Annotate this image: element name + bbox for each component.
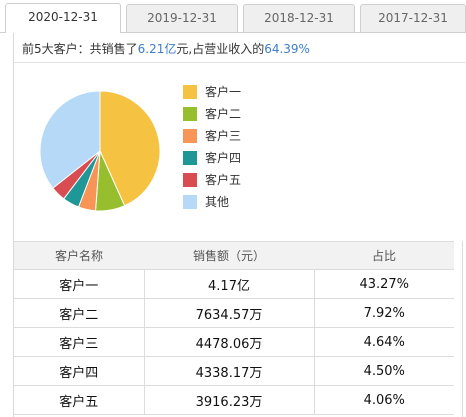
cell-share: 4.64% [314, 327, 454, 357]
cell-customer-name: 客户五 [14, 385, 145, 415]
table-header-row: 客户名称 销售额（元） 占比 [14, 241, 454, 270]
summary-text: 前5大客户：共销售了6.21亿元,占营业收入的64.39% [22, 40, 310, 57]
tab-divider [0, 32, 466, 33]
legend-swatch [183, 85, 197, 99]
table-row: 客户三 4478.06万 4.64% [14, 327, 454, 357]
customer-pie-chart [39, 90, 161, 212]
legend-label: 客户一 [205, 85, 242, 99]
customer-panel: 前5大客户：共销售了6.21亿元,占营业收入的64.39% 客户一 客户二 客户三客… [13, 33, 466, 417]
legend-swatch [183, 151, 197, 165]
cell-customer-name: 客户四 [14, 356, 145, 386]
cell-customer-name: 客户三 [14, 327, 145, 357]
table-right-border [462, 241, 463, 417]
cell-share: 4.50% [314, 356, 454, 386]
summary-divider [14, 62, 466, 63]
legend-label: 其他 [205, 195, 230, 209]
legend-swatch [183, 107, 197, 121]
tab-2020-12-31[interactable]: 2020-12-31 [5, 3, 121, 33]
tab-2019-12-31[interactable]: 2019-12-31 [126, 4, 238, 32]
table-row: 客户四 4338.17万 4.50% [14, 356, 454, 386]
customer-table: 客户名称 销售额（元） 占比 客户一 4.17亿 43.27% 客户二 7634… [14, 241, 454, 415]
cell-sales: 7634.57万 [144, 298, 315, 328]
table-row: 客户一 4.17亿 43.27% [14, 269, 454, 299]
table-row: 客户二 7634.57万 7.92% [14, 298, 454, 328]
legend-swatch [183, 173, 197, 187]
header-customer-name: 客户名称 [14, 241, 144, 270]
header-share: 占比 [314, 241, 454, 270]
tab-2017-12-31[interactable]: 2017-12-31 [360, 4, 466, 32]
summary-middle: 元,占营业收入的 [176, 42, 265, 56]
summary-prefix: 前5大客户：共销售了 [22, 42, 138, 56]
legend-swatch [183, 129, 197, 143]
cell-sales: 4.17亿 [144, 269, 315, 299]
legend-label: 客户五 [205, 173, 242, 187]
cell-sales: 4338.17万 [144, 356, 315, 386]
cell-sales: 4478.06万 [144, 327, 315, 357]
cell-customer-name: 客户二 [14, 298, 145, 328]
legend-swatch [183, 195, 197, 209]
cell-share: 4.06% [314, 385, 454, 415]
pie-slice-1[interactable] [99, 90, 161, 207]
legend-label: 客户三 [205, 129, 242, 143]
cell-sales: 3916.23万 [144, 385, 315, 415]
pie-slice-6[interactable] [39, 90, 101, 189]
summary-amount: 6.21亿 [137, 42, 177, 56]
legend-label: 客户二 [205, 107, 242, 121]
cell-share: 43.27% [314, 269, 454, 299]
table-row: 客户五 3916.23万 4.06% [14, 385, 454, 415]
tab-2018-12-31[interactable]: 2018-12-31 [243, 4, 355, 32]
header-sales: 销售额（元） [144, 241, 314, 270]
cell-share: 7.92% [314, 298, 454, 328]
period-tabs: 2020-12-31 2019-12-31 2018-12-31 2017-12… [0, 0, 466, 33]
legend-label: 客户四 [205, 151, 242, 165]
summary-ratio: 64.39% [264, 42, 310, 56]
cell-customer-name: 客户一 [14, 269, 145, 299]
